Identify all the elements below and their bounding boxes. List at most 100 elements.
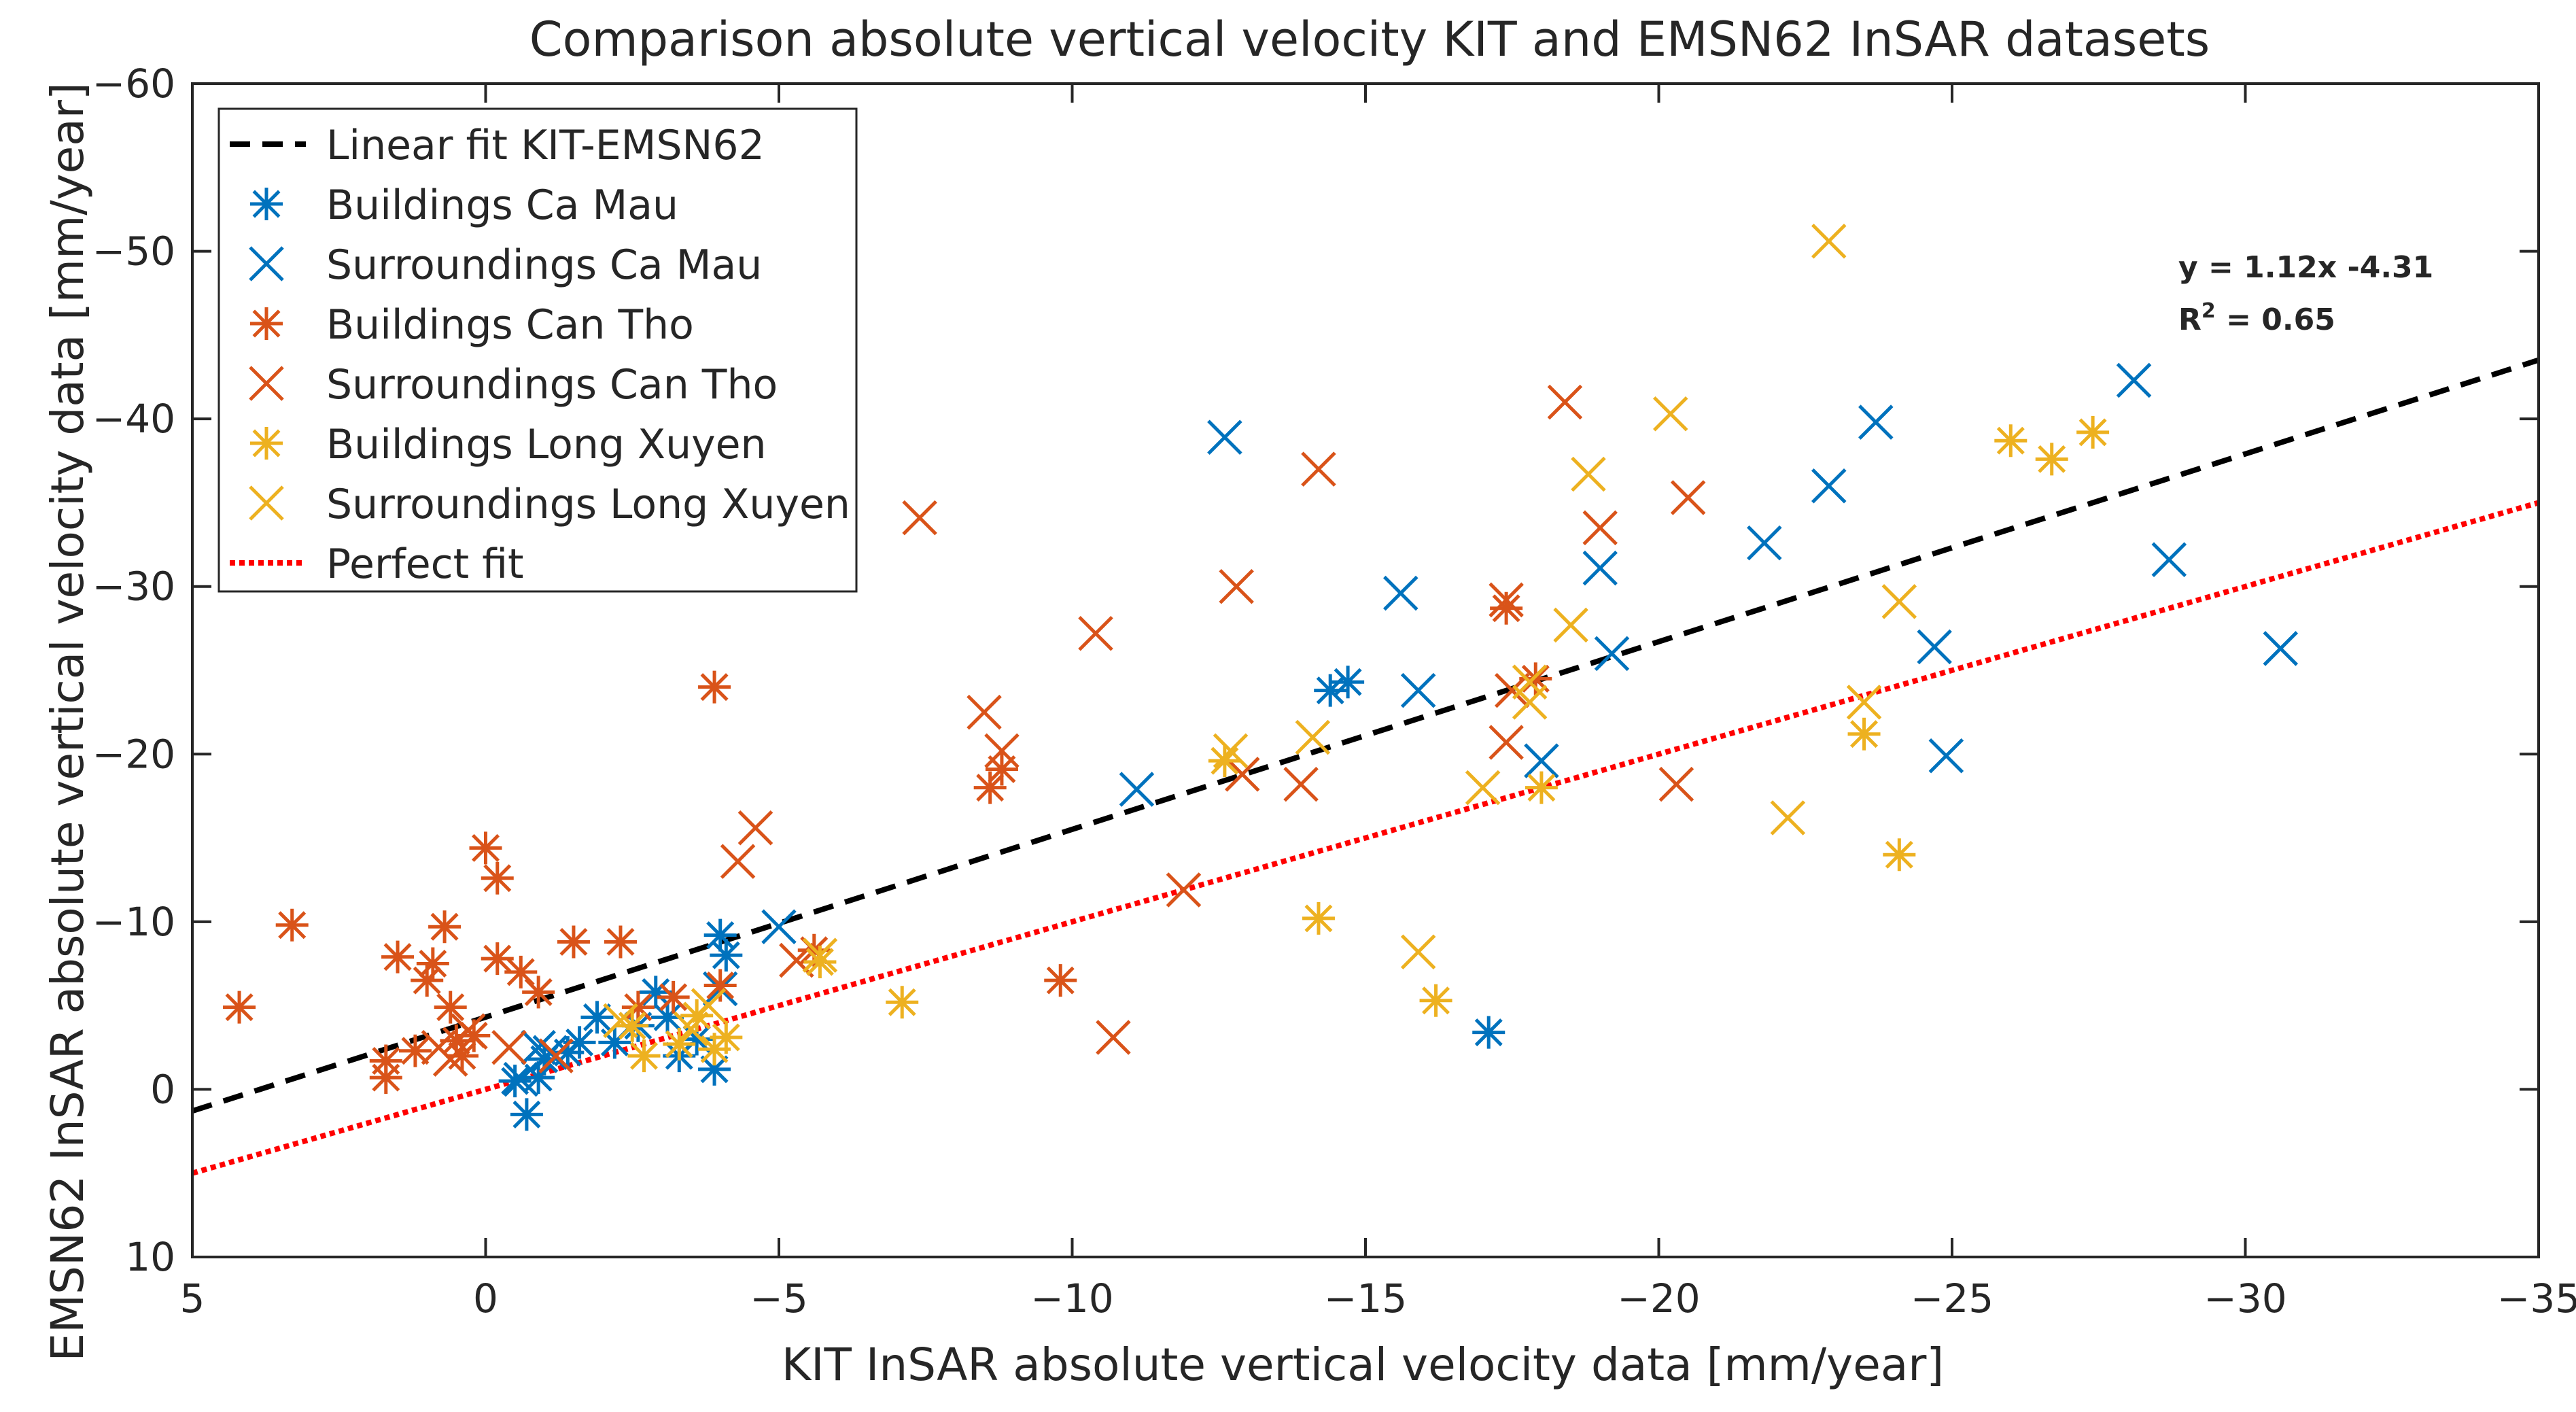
legend-symbol [250,188,283,220]
data-point [984,733,1020,769]
data-point [1658,766,1694,802]
data-point [1207,419,1242,455]
data-point [1166,872,1202,908]
data-point [469,831,502,865]
data-point [1770,800,1806,836]
data-point [1302,901,1335,935]
data-point [1472,1016,1505,1049]
data-point [1811,468,1847,504]
data-point [580,1001,614,1034]
legend-item-linear-fit-kit-emsn62: Linear fit KIT-EMSN62 [230,122,765,169]
legend-label: Surroundings Ca Mau [326,241,762,289]
legend-item-surroundings-can-tho: Surroundings Can Tho [249,361,778,409]
x-tick-label: −25 [1911,1275,1994,1322]
data-point [1283,766,1319,802]
data-point [720,844,756,879]
x-tick-label: 0 [473,1275,498,1322]
data-point [416,947,449,980]
data-point [603,1003,638,1039]
y-tick-label: −10 [92,899,175,945]
data-point [1858,404,1894,440]
x-tick-label: −10 [1030,1275,1113,1322]
data-point [563,1026,596,1059]
data-markers [223,224,2299,1131]
data-point [902,500,937,536]
data-point [1571,456,1606,492]
x-axis-label: KIT InSAR absolute vertical velocity dat… [782,1339,1944,1391]
data-point [627,1039,661,1073]
data-point [1494,672,1530,708]
y-tick-label: −60 [92,61,175,107]
data-point [673,1011,709,1047]
data-point [510,1098,543,1131]
data-point [1652,396,1688,432]
y-tick-label: 10 [125,1234,175,1280]
data-point [1225,757,1260,792]
data-point [691,988,727,1023]
y-tick-label: −20 [92,731,175,777]
r2-superscript: 2 [2201,299,2216,323]
data-point [803,946,837,979]
data-point [1811,224,1847,259]
perfect-fit-line [192,500,2539,1176]
series-surroundings-long-xuyen [603,224,1917,1047]
data-point [761,909,797,945]
data-point [2116,362,2152,398]
data-point [1400,672,1436,708]
data-point [2151,542,2187,578]
data-point [1917,629,1952,665]
data-point [1295,719,1331,755]
data-point [1994,424,2027,458]
r2-suffix: = 0.65 [2216,303,2335,337]
data-point [538,1038,574,1073]
y-axis-label: EMSN62 InSAR absolute vertical velocity … [41,82,94,1361]
legend-symbol [249,246,284,281]
data-point [698,670,731,704]
x-tick-label: −30 [2204,1275,2286,1322]
data-point [1928,738,1964,774]
legend-item-surroundings-ca-mau: Surroundings Ca Mau [249,241,762,289]
data-point [1213,733,1249,769]
data-point [432,1041,468,1077]
data-point [1846,685,1882,720]
data-point [481,942,514,976]
x-tick-label: −5 [750,1275,808,1322]
legend-label: Linear fit KIT-EMSN62 [326,122,765,169]
legend-symbol [250,427,283,460]
data-point [1525,771,1558,804]
series-buildings-can-tho [223,591,1552,1095]
linear-fit-line [192,357,2539,1114]
data-point [1582,510,1618,546]
data-point [1044,964,1077,997]
axis-ticks [191,82,2540,1258]
data-point [604,925,637,959]
y-tick-label: −30 [92,564,175,610]
data-point [1383,575,1418,611]
legend-symbol [249,485,284,521]
legend-label: Surroundings Can Tho [326,361,778,409]
x-tick-label: −35 [2497,1275,2576,1322]
data-point [639,976,672,1009]
data-point [1747,525,1782,561]
data-point [223,991,256,1024]
x-axis-tick-labels: 5 0 −5 −10 −15 −20 −25 −30 −35 [180,1275,2576,1322]
y-tick-label: 0 [150,1066,175,1112]
legend-symbol [250,307,283,340]
data-point [1594,636,1630,672]
y-axis-tick-labels: 10 0 −10 −20 −30 −40 −50 −60 [92,61,175,1280]
legend-item-perfect-fit: Perfect fit [230,540,524,588]
x-tick-label: −20 [1617,1275,1700,1322]
legend-label: Buildings Ca Mau [326,182,678,229]
data-point [2263,631,2299,666]
data-point [802,937,838,973]
data-point [522,976,555,1009]
data-point [1208,744,1241,778]
data-point [1582,550,1618,586]
data-point [710,939,743,972]
fit-annotation: y = 1.12x -4.31 R2 = 0.65 [2178,250,2433,337]
data-point [1547,384,1583,420]
data-point [737,810,773,846]
series-surroundings-ca-mau [503,362,2299,1097]
legend-label: Perfect fit [326,540,524,588]
data-point [886,986,919,1019]
